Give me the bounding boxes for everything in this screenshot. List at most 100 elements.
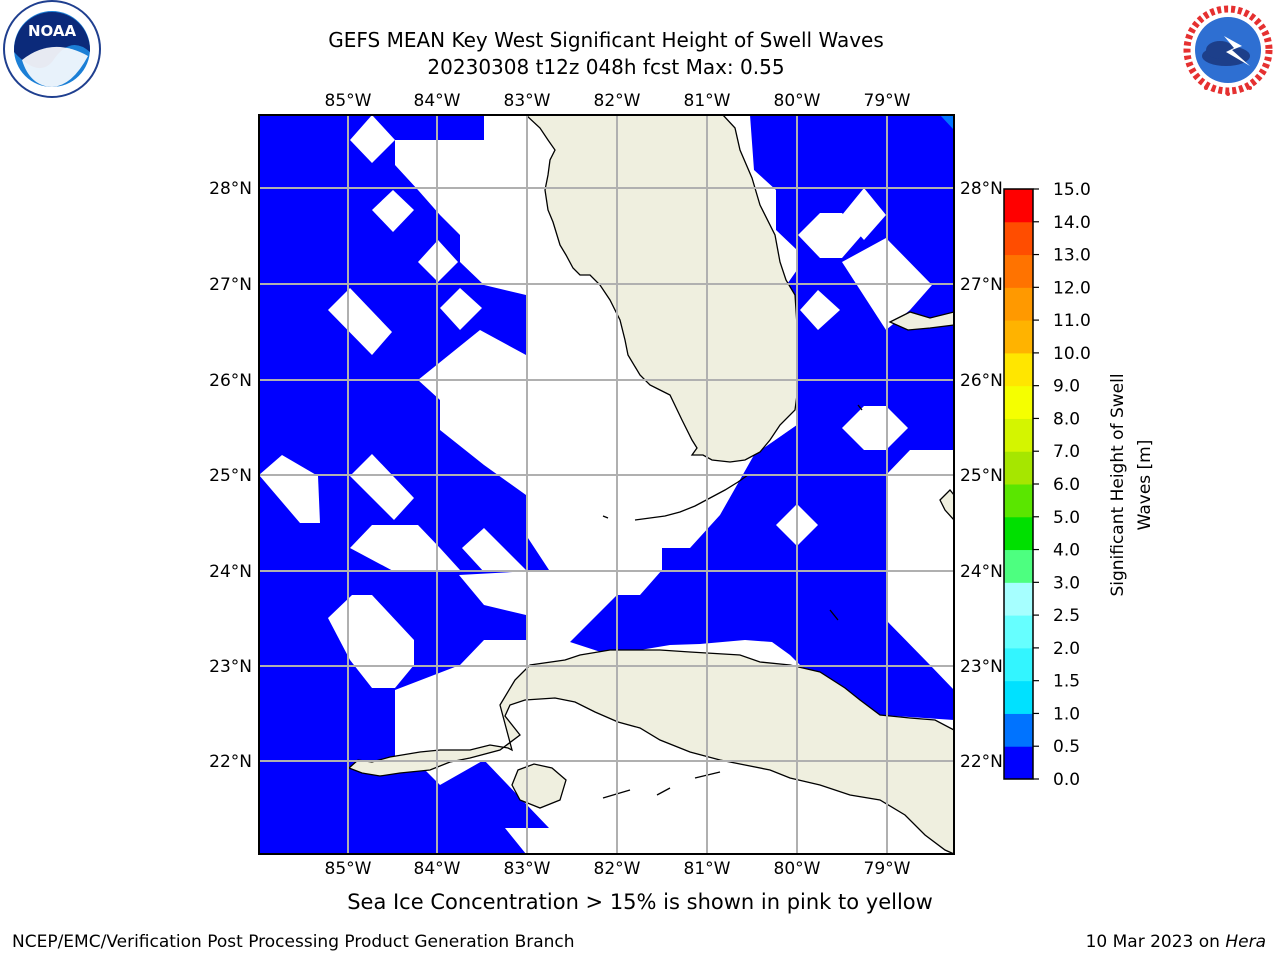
lon-label-top: 81°W bbox=[684, 91, 731, 111]
swell-region-west bbox=[259, 115, 549, 854]
gap bbox=[842, 188, 886, 240]
gap bbox=[372, 190, 414, 232]
lon-label-bottom: 83°W bbox=[504, 859, 551, 879]
florida-peninsula bbox=[525, 115, 798, 463]
footer-host: Hera bbox=[1225, 932, 1266, 952]
lat-label-right: 27°N bbox=[960, 275, 1003, 295]
colorbar-swatch bbox=[1004, 582, 1033, 616]
lon-label-bottom: 81°W bbox=[684, 859, 731, 879]
lon-label-top: 84°W bbox=[414, 91, 461, 111]
colorbar-swatch bbox=[1004, 254, 1033, 288]
swell-region-northeast bbox=[750, 115, 954, 545]
lat-label-right: 25°N bbox=[960, 466, 1003, 486]
colorbar-tick-label: 11.0 bbox=[1053, 311, 1091, 331]
colorbar-tick-label: 5.0 bbox=[1053, 508, 1080, 528]
florida-keys bbox=[602, 404, 863, 799]
gap bbox=[259, 455, 320, 523]
colorbar-swatch bbox=[1004, 615, 1033, 649]
gridlines bbox=[259, 115, 954, 854]
lon-label-bottom: 82°W bbox=[594, 859, 641, 879]
gap bbox=[440, 288, 482, 330]
colorbar-tick-label: 8.0 bbox=[1053, 409, 1080, 429]
colorbar-swatch bbox=[1004, 320, 1033, 354]
lat-label-left: 26°N bbox=[209, 371, 252, 391]
lat-label-left: 25°N bbox=[209, 466, 252, 486]
colorbar-swatch bbox=[1004, 287, 1033, 321]
colorbar-tick-label: 0.0 bbox=[1053, 770, 1080, 790]
noaa-logo-text: NOAA bbox=[28, 22, 77, 40]
isla-de-la-juventud bbox=[511, 763, 567, 809]
colorbar-tick-label: 9.0 bbox=[1053, 377, 1080, 397]
lon-label-top: 80°W bbox=[774, 91, 821, 111]
lon-label-top: 85°W bbox=[325, 91, 372, 111]
lat-label-right: 24°N bbox=[960, 562, 1003, 582]
colorbar-tick-label: 4.0 bbox=[1053, 541, 1080, 561]
colorbar-swatch bbox=[1004, 647, 1033, 682]
footer-date: 10 Mar 2023 on Hera bbox=[1086, 932, 1266, 952]
colorbar-swatch bbox=[1004, 484, 1033, 518]
colorbar-swatch bbox=[1004, 418, 1033, 452]
colorbar-tick-label: 7.0 bbox=[1053, 442, 1080, 462]
colorbar-tick-label: 15.0 bbox=[1053, 180, 1091, 200]
colorbar-tick-label: 2.5 bbox=[1053, 606, 1080, 626]
colorbar-swatch bbox=[1004, 549, 1033, 583]
colorbar-tick-label: 0.5 bbox=[1053, 737, 1080, 757]
colorbar-label: Significant Height of Swell Waves [m] bbox=[1108, 373, 1155, 596]
colorbar-swatch bbox=[1004, 385, 1033, 419]
gap bbox=[328, 595, 414, 688]
lat-label-left: 23°N bbox=[209, 657, 252, 677]
lon-label-top: 82°W bbox=[594, 91, 641, 111]
lat-label-left: 24°N bbox=[209, 562, 252, 582]
map-title-line2: 20230308 t12z 048h fcst Max: 0.55 bbox=[427, 55, 785, 79]
colorbar-swatch bbox=[1004, 221, 1033, 256]
gap bbox=[350, 115, 395, 163]
lat-label-right: 28°N bbox=[960, 179, 1003, 199]
sea-ice-note: Sea Ice Concentration > 15% is shown in … bbox=[347, 890, 933, 914]
colorbar-swatch bbox=[1004, 746, 1033, 780]
colorbar-swatch bbox=[1004, 352, 1033, 387]
footer-date-text: 10 Mar 2023 on bbox=[1085, 932, 1226, 952]
colorbar-tick-label: 6.0 bbox=[1053, 475, 1080, 495]
lon-label-bottom: 84°W bbox=[414, 859, 461, 879]
lon-label-bottom: 79°W bbox=[864, 859, 911, 879]
colorbar-label-line1: Significant Height of Swell bbox=[1108, 373, 1128, 596]
colorbar-tick-label: 10.0 bbox=[1053, 344, 1091, 364]
lon-label-bottom: 85°W bbox=[325, 859, 372, 879]
colorbar-label-line2: Waves [m] bbox=[1135, 440, 1155, 531]
swell-region-straits bbox=[570, 425, 954, 720]
lat-label-left: 22°N bbox=[209, 752, 252, 772]
lon-label-top: 79°W bbox=[864, 91, 911, 111]
lat-label-right: 26°N bbox=[960, 371, 1003, 391]
colorbar-tick-label: 13.0 bbox=[1053, 246, 1091, 266]
footer-credit: NCEP/EMC/Verification Post Processing Pr… bbox=[12, 932, 575, 952]
colorbar-tick-label: 14.0 bbox=[1053, 213, 1091, 233]
lat-label-right: 23°N bbox=[960, 657, 1003, 677]
colorbar: 0.0 0.5 1.0 1.5 2.0 2.5 3.0 4.0 5.0 6.0 7.0 8.0 9.0 1… bbox=[1003, 180, 1091, 790]
colorbar-swatch bbox=[1004, 713, 1033, 747]
colorbar-tick-label: 3.0 bbox=[1053, 573, 1080, 593]
noaa-logo: NOAA bbox=[3, 0, 101, 98]
gap bbox=[462, 528, 526, 572]
land bbox=[347, 115, 954, 854]
gap bbox=[798, 213, 862, 258]
colorbar-tick-label: 2.0 bbox=[1053, 639, 1080, 659]
gap bbox=[328, 288, 392, 355]
gap bbox=[350, 454, 414, 520]
gap bbox=[800, 290, 840, 330]
gap bbox=[842, 406, 908, 450]
nws-logo bbox=[1180, 2, 1276, 98]
lon-label-bottom: 80°W bbox=[774, 859, 821, 879]
lat-label-left: 27°N bbox=[209, 275, 252, 295]
gap bbox=[350, 525, 460, 572]
bahamas-grand-bahama bbox=[888, 311, 954, 331]
lon-label-top: 83°W bbox=[504, 91, 551, 111]
lat-label-right: 22°N bbox=[960, 752, 1003, 772]
colorbar-swatch bbox=[1004, 189, 1033, 223]
cuba bbox=[347, 649, 954, 854]
swell-cell-0.5 bbox=[940, 115, 954, 130]
colorbar-swatch bbox=[1004, 680, 1033, 714]
colorbar-swatch bbox=[1004, 451, 1033, 485]
map-title-line1: GEFS MEAN Key West Significant Height of… bbox=[328, 28, 884, 52]
colorbar-tick-label: 1.5 bbox=[1053, 672, 1080, 692]
